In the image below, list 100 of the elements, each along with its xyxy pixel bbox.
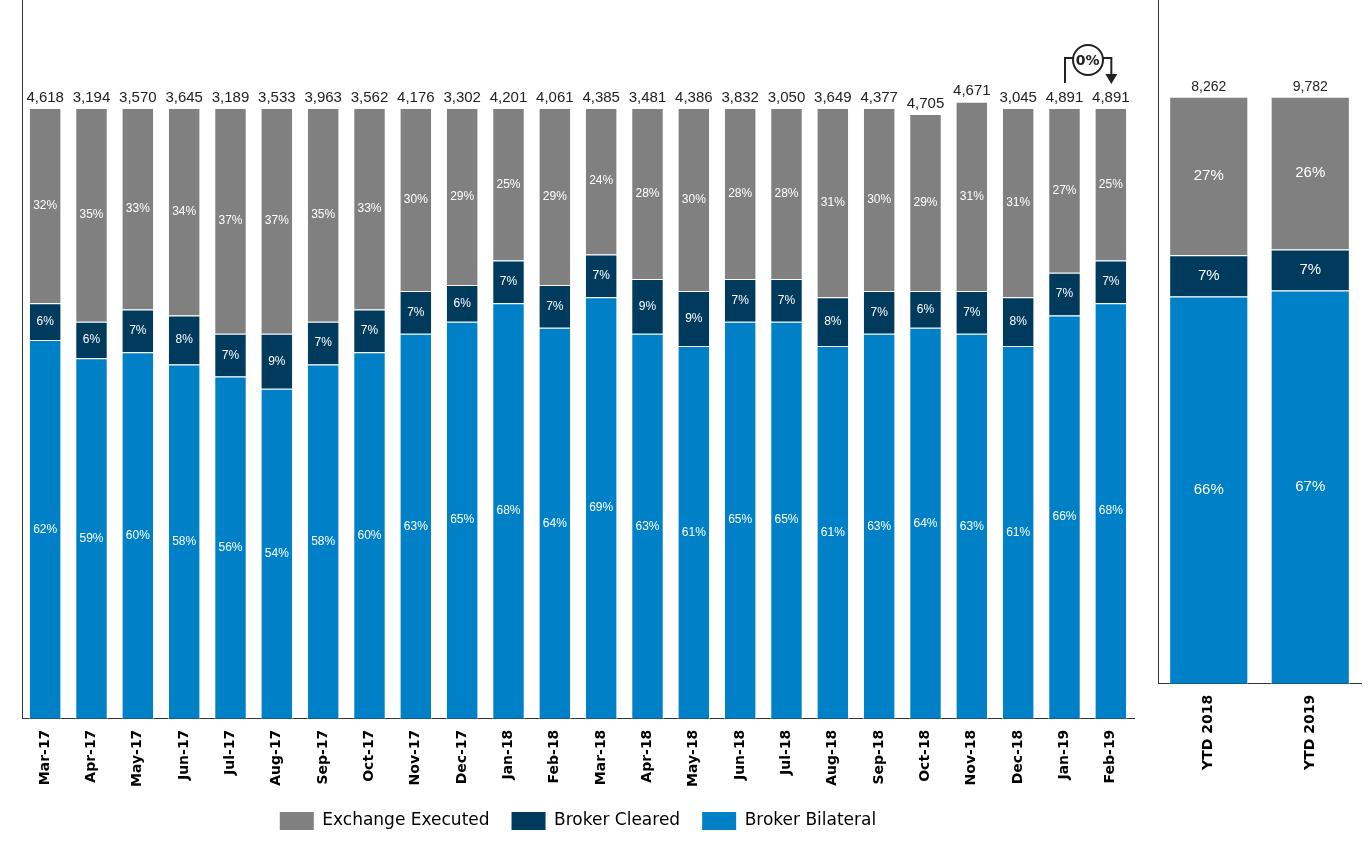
data-label: 7% [407, 304, 425, 319]
data-label: 31% [820, 194, 846, 209]
x-tick-label: May-17 [128, 729, 145, 788]
x-tick-label: Sep-17 [313, 729, 330, 785]
text: 0% [1071, 43, 1104, 76]
data-label: 59% [79, 530, 104, 545]
x-tick-label: YTD 2019 [1300, 694, 1317, 772]
data-label: 56% [218, 539, 243, 554]
legend-label: Exchange Executed [322, 809, 490, 830]
data-label: 25% [1098, 176, 1124, 191]
annotation: 4,705 [906, 93, 945, 111]
legend-label: Broker Cleared [554, 809, 681, 830]
data-label: 9% [638, 298, 657, 313]
data-label: 6% [36, 313, 55, 328]
annotation: 3,481 [628, 87, 667, 105]
annotation: 4,386 [675, 87, 713, 105]
data-label: 25% [496, 176, 521, 191]
annotation: 4,377 [860, 87, 898, 105]
data-label: 7% [777, 292, 796, 307]
data-label: 33% [125, 200, 151, 215]
x-tick-label: Apr-18 [638, 729, 655, 783]
data-label: 7% [314, 335, 333, 350]
data-label: 60% [357, 527, 382, 542]
x-tick-label: YTD 2018 [1199, 694, 1216, 772]
data-label: 7% [129, 323, 147, 338]
data-label: 7% [870, 304, 889, 319]
data-label: 33% [357, 200, 382, 215]
annotation: 4,891 [1045, 87, 1084, 105]
annotation: 4,061 [536, 87, 574, 105]
annotation: 9,782 [1292, 77, 1328, 94]
x-tick-label: Mar-17 [35, 729, 52, 786]
data-label: 62% [33, 521, 58, 536]
annotation: 3,189 [211, 87, 250, 105]
data-label: 68% [1098, 503, 1124, 518]
data-label: 60% [125, 527, 151, 542]
data-label: 28% [635, 185, 660, 200]
x-tick-label: Jun-17 [174, 729, 191, 782]
data-label: 8% [175, 332, 194, 347]
annotation: 3,649 [814, 87, 852, 105]
annotation: 3,194 [72, 87, 111, 105]
data-label: 32% [33, 197, 58, 212]
data-label: 65% [728, 512, 753, 527]
annotation: 4,201 [489, 87, 528, 105]
data-label: 58% [311, 533, 336, 548]
data-label: 63% [959, 518, 985, 533]
x-tick-label: Oct-18 [916, 729, 933, 782]
data-label: 9% [685, 310, 703, 325]
data-label: 7% [1055, 286, 1074, 301]
data-label: 63% [867, 518, 892, 533]
data-label: 28% [774, 185, 799, 200]
data-label: 61% [1006, 524, 1031, 539]
annotation: 3,570 [119, 87, 157, 105]
data-label: 37% [264, 213, 290, 228]
data-label: 7% [963, 304, 981, 319]
data-label: 61% [820, 524, 846, 539]
data-label: 7% [1102, 274, 1120, 289]
x-tick-label: Jan-18 [499, 729, 516, 781]
x-tick-label: Mar-18 [591, 729, 608, 786]
data-label: 64% [913, 515, 938, 530]
data-label: 30% [681, 191, 707, 206]
annotation: 4,618 [26, 87, 64, 105]
annotation: 3,562 [350, 87, 389, 105]
data-label: 7% [592, 268, 611, 283]
data-label: 34% [172, 204, 197, 219]
data-label: 35% [79, 207, 104, 222]
data-label: 65% [450, 512, 475, 527]
data-label: 30% [403, 191, 429, 206]
annotation: 4,176 [397, 87, 435, 105]
x-tick-label: Jun-18 [730, 729, 747, 782]
data-label: 65% [774, 512, 799, 527]
data-label: 30% [867, 191, 892, 206]
annotation: 3,832 [721, 87, 759, 105]
x-tick-label: Jan-19 [1055, 729, 1072, 781]
data-label: 7% [221, 347, 240, 362]
data-label: 69% [589, 500, 614, 515]
data-label: 8% [1009, 313, 1028, 328]
data-label: 63% [635, 518, 660, 533]
annotation: 4,671 [953, 81, 991, 99]
data-label: 8% [824, 313, 842, 328]
x-tick-label: Nov-17 [406, 729, 423, 786]
data-label: 7% [499, 274, 518, 289]
x-tick-label: Nov-18 [962, 729, 979, 786]
legend-label: Broker Bilateral [744, 809, 877, 830]
data-label: 6% [916, 301, 935, 316]
data-label: 7% [1197, 266, 1220, 284]
x-tick-label: Dec-18 [1008, 729, 1025, 785]
x-tick-label: Feb-18 [545, 729, 562, 784]
data-label: 24% [589, 173, 614, 188]
x-tick-label: Sep-18 [869, 729, 886, 785]
data-label: 28% [728, 185, 753, 200]
data-label: 7% [731, 292, 750, 307]
annotation: 3,050 [767, 87, 806, 105]
annotation: 4,385 [582, 87, 620, 105]
data-label: 35% [311, 207, 336, 222]
data-label: 31% [959, 188, 985, 203]
x-tick-label: Apr-17 [82, 729, 99, 783]
data-label: 67% [1295, 477, 1326, 495]
annotation: 4,891 [1092, 87, 1130, 105]
annotation: 3,533 [258, 87, 296, 105]
data-label: 26% [1295, 163, 1326, 181]
